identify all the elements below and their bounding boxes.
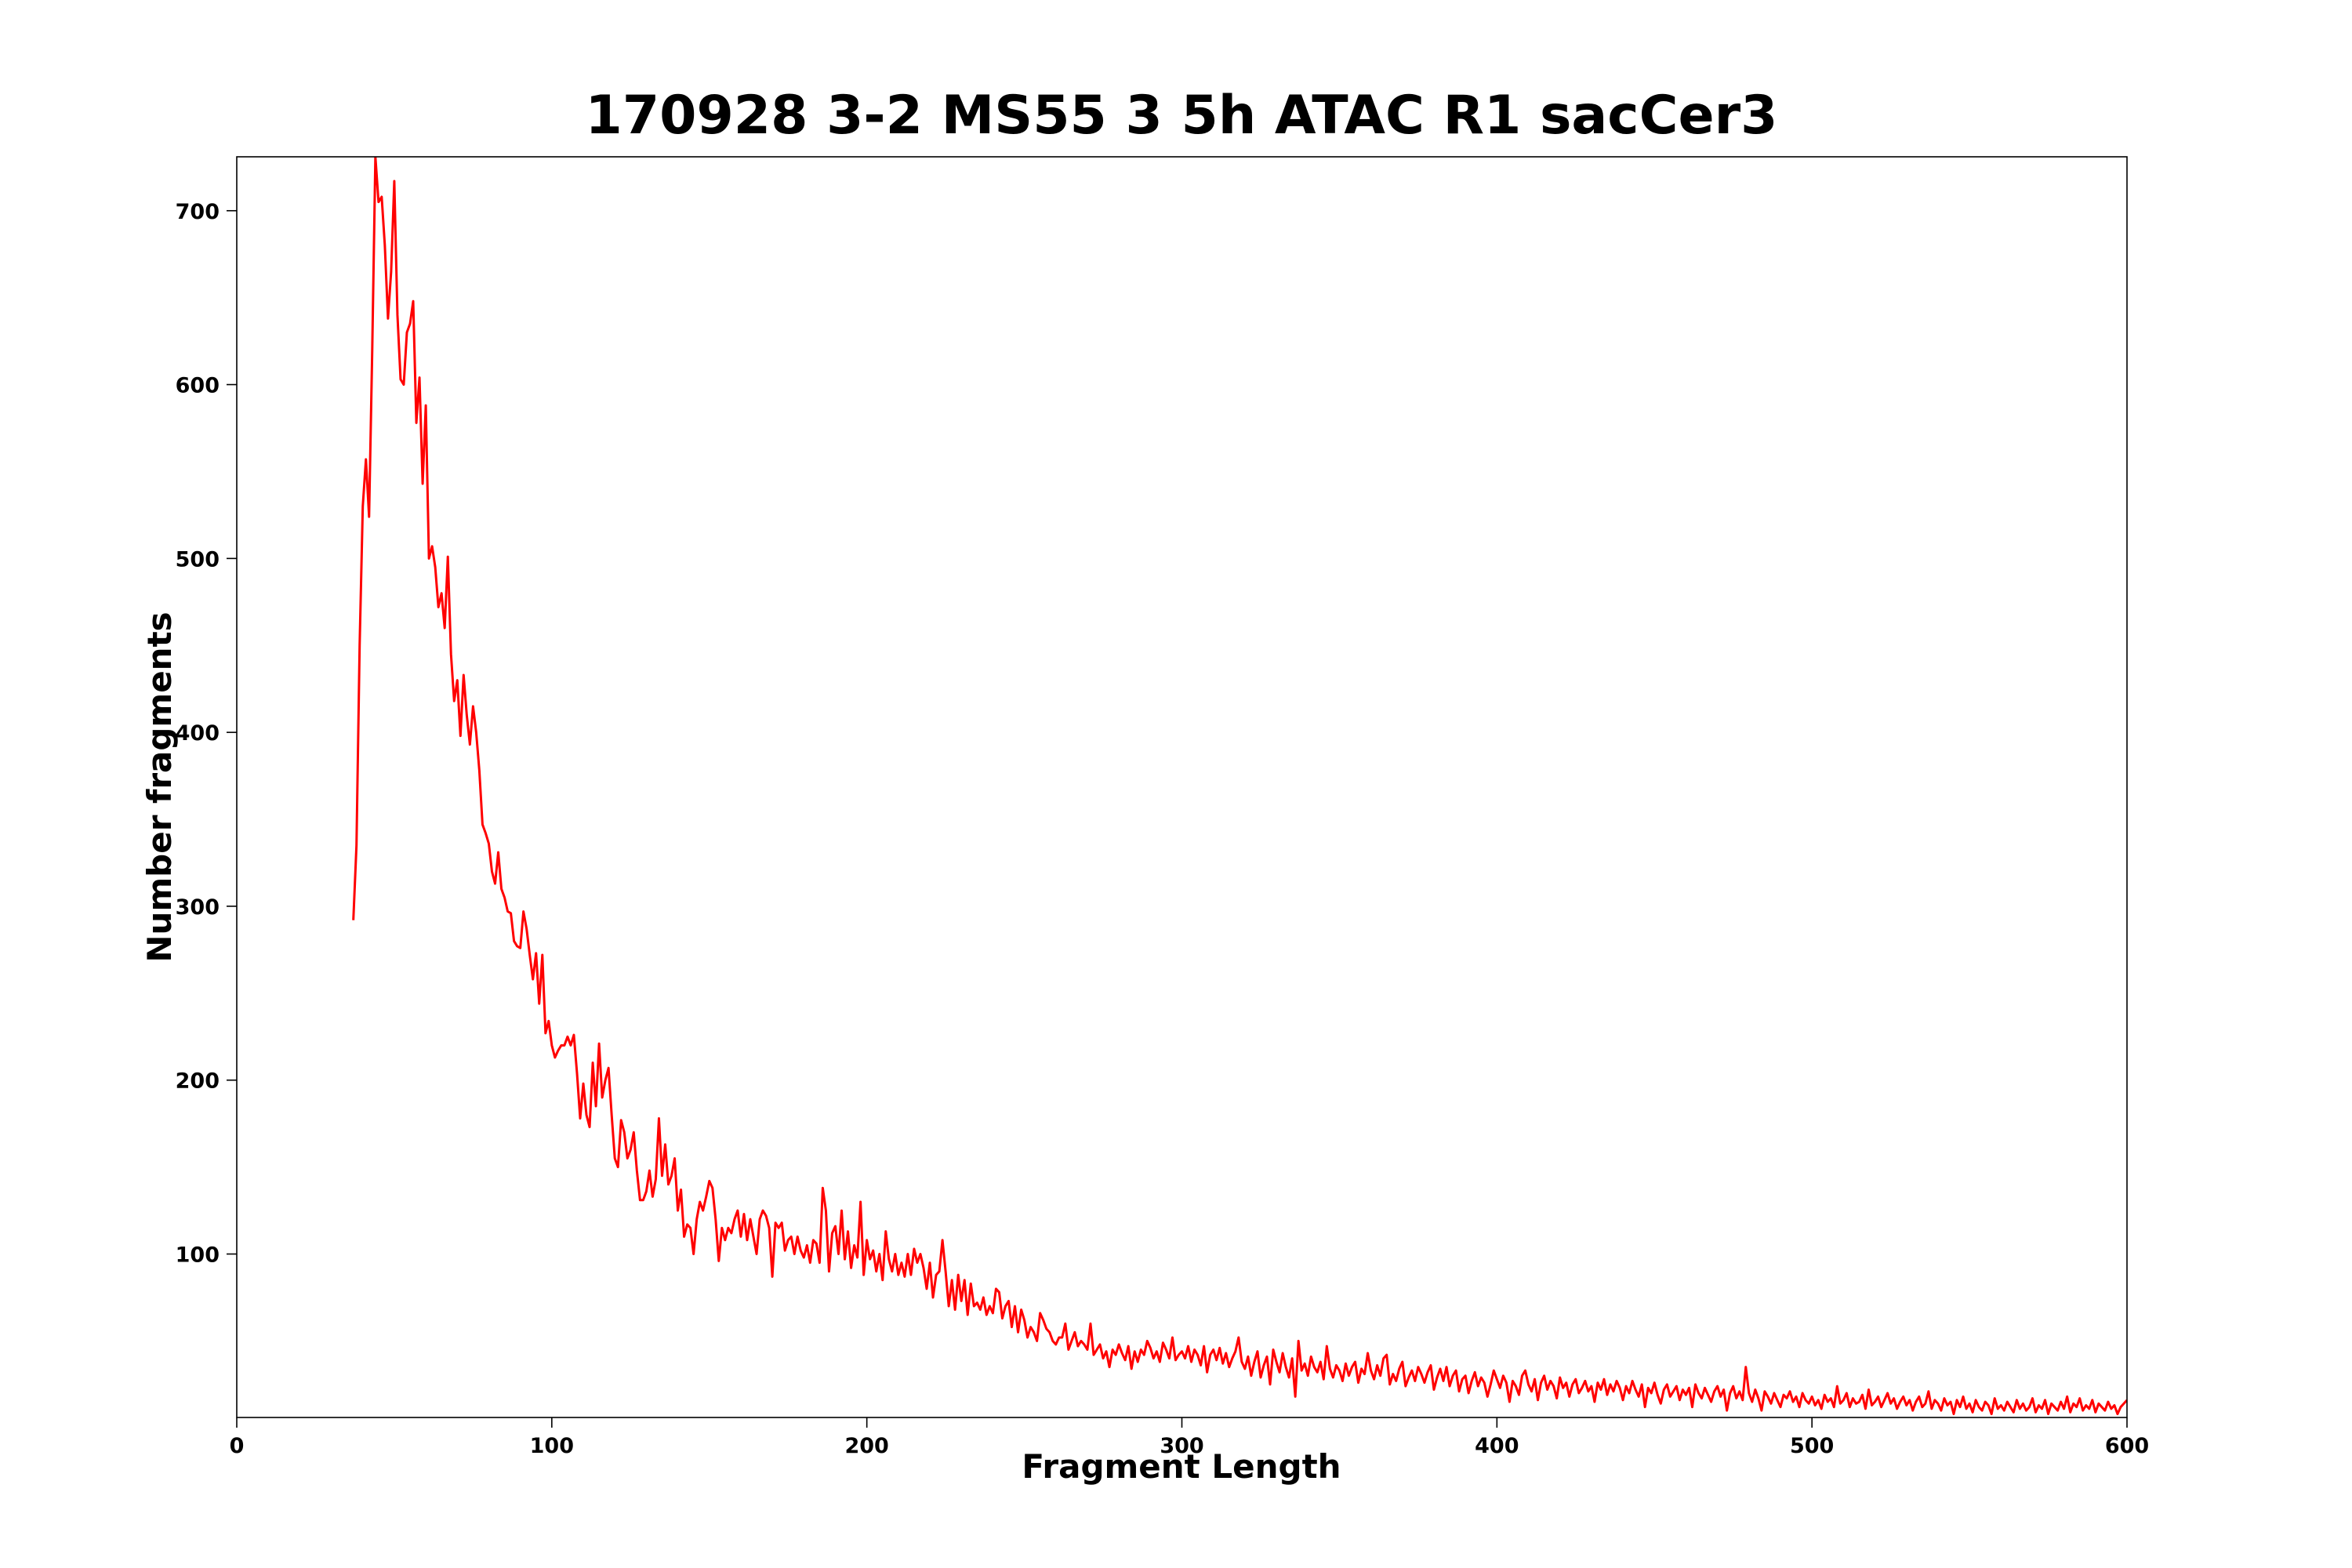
- x-tick-label: 100: [530, 1434, 574, 1458]
- x-tick-label: 500: [1790, 1434, 1834, 1458]
- x-axis-label: Fragment Length: [1022, 1447, 1341, 1486]
- y-axis-label: Number fragments: [140, 612, 179, 962]
- x-tick-label: 300: [1160, 1434, 1203, 1458]
- y-tick-label: 600: [176, 374, 220, 398]
- y-tick-label: 200: [176, 1069, 220, 1094]
- y-tick-label: 500: [176, 547, 220, 572]
- x-tick-label: 400: [1475, 1434, 1519, 1458]
- plot-frame: [236, 156, 2128, 1418]
- data-line: [352, 157, 2127, 1416]
- y-tick-label: 700: [176, 200, 220, 224]
- chart-title: 170928 3-2 MS55 3 5h ATAC R1 sacCer3: [586, 85, 1778, 147]
- x-tick-label: 0: [230, 1434, 245, 1458]
- y-tick-label: 400: [176, 721, 220, 746]
- x-tick-label: 200: [844, 1434, 888, 1458]
- y-tick-label: 100: [176, 1243, 220, 1268]
- y-tick-label: 300: [176, 895, 220, 920]
- x-tick-label: 600: [2105, 1434, 2149, 1458]
